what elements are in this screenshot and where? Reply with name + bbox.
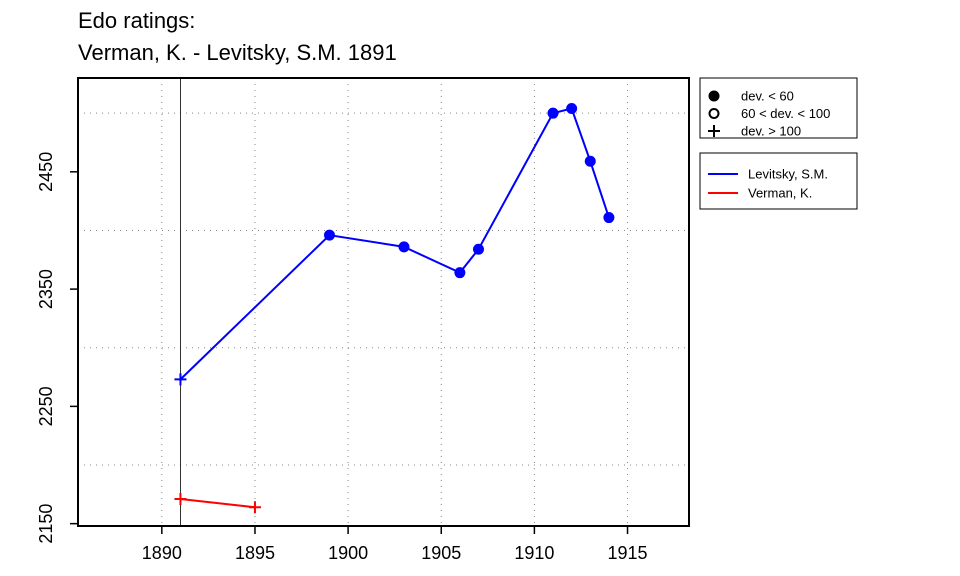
data-point [174, 373, 187, 386]
data-point [174, 493, 187, 506]
data-point [603, 212, 615, 224]
data-point [398, 241, 410, 253]
legend-deviation-box [699, 77, 858, 139]
x-tick-label: 1910 [514, 543, 554, 563]
y-tick-label: 2350 [36, 269, 56, 309]
x-tick-label: 1905 [421, 543, 461, 563]
data-point [248, 501, 261, 514]
legend-deviation-symbol [708, 90, 720, 102]
x-tick-label: 1900 [328, 543, 368, 563]
x-tick-label: 1890 [142, 543, 182, 563]
legend-deviation-label: dev. > 100 [741, 124, 801, 139]
legend-series-label: Levitsky, S.M. [748, 167, 828, 182]
legend-series-label: Verman, K. [748, 186, 812, 201]
data-point [566, 102, 578, 114]
plot-frame [77, 77, 690, 527]
series-line-1 [180, 498, 256, 509]
legend-deviation-symbol [708, 108, 720, 119]
legend-deviation-label: 60 < dev. < 100 [741, 106, 830, 121]
data-point [547, 107, 559, 119]
data-point [584, 155, 596, 167]
data-point [473, 243, 485, 255]
y-tick-label: 2150 [36, 504, 56, 544]
chart-title: Edo ratings: [78, 8, 196, 33]
legend-series-box [699, 152, 858, 210]
x-tick-label: 1895 [235, 543, 275, 563]
chart-subtitle: Verman, K. - Levitsky, S.M. 1891 [78, 40, 397, 65]
series-line-0 [179, 107, 610, 381]
data-point [454, 267, 466, 279]
y-tick-label: 2450 [36, 152, 56, 192]
data-point [323, 229, 335, 241]
x-tick-label: 1915 [608, 543, 648, 563]
y-tick-label: 2250 [36, 386, 56, 426]
legend-deviation-label: dev. < 60 [741, 89, 794, 104]
legend-deviation-symbol [708, 125, 720, 137]
